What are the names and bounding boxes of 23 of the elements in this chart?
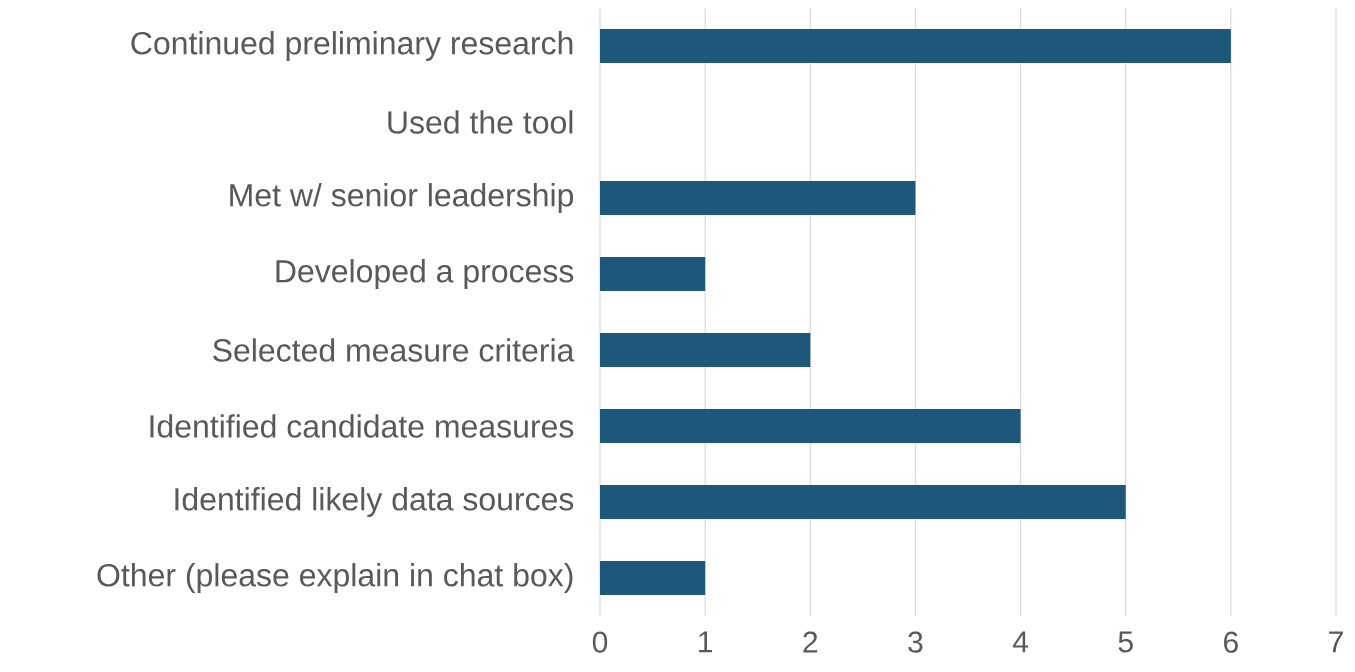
x-tick-label: 3 xyxy=(908,631,923,653)
y-tick-label: Developed a process xyxy=(276,259,574,289)
bar xyxy=(600,181,916,215)
x-tick-label: 7 xyxy=(1329,631,1343,653)
bar xyxy=(600,333,811,367)
x-tick-label: 1 xyxy=(699,631,713,653)
x-tick-label: 2 xyxy=(803,631,818,653)
y-tick-label: Met w/ senior leadership xyxy=(230,183,574,213)
bar xyxy=(600,257,706,291)
bar xyxy=(600,29,1231,63)
x-tick-label: 4 xyxy=(1012,631,1029,653)
y-tick-label: Used the tool xyxy=(388,110,573,134)
y-tick-label: Identified candidate measures xyxy=(150,414,574,438)
bar xyxy=(600,409,1021,443)
y-tick-label: Selected measure criteria xyxy=(213,338,575,362)
x-tick-label: 5 xyxy=(1118,631,1133,653)
y-tick-label: Continued preliminary research xyxy=(131,31,573,61)
y-tick-label: Identified likely data sources xyxy=(175,487,574,517)
x-tick-label: 6 xyxy=(1224,631,1238,653)
bar xyxy=(600,561,706,596)
bar xyxy=(600,485,1126,520)
y-tick-label: Other (please explain in chat box) xyxy=(97,563,573,593)
x-tick-label: 0 xyxy=(592,631,608,653)
